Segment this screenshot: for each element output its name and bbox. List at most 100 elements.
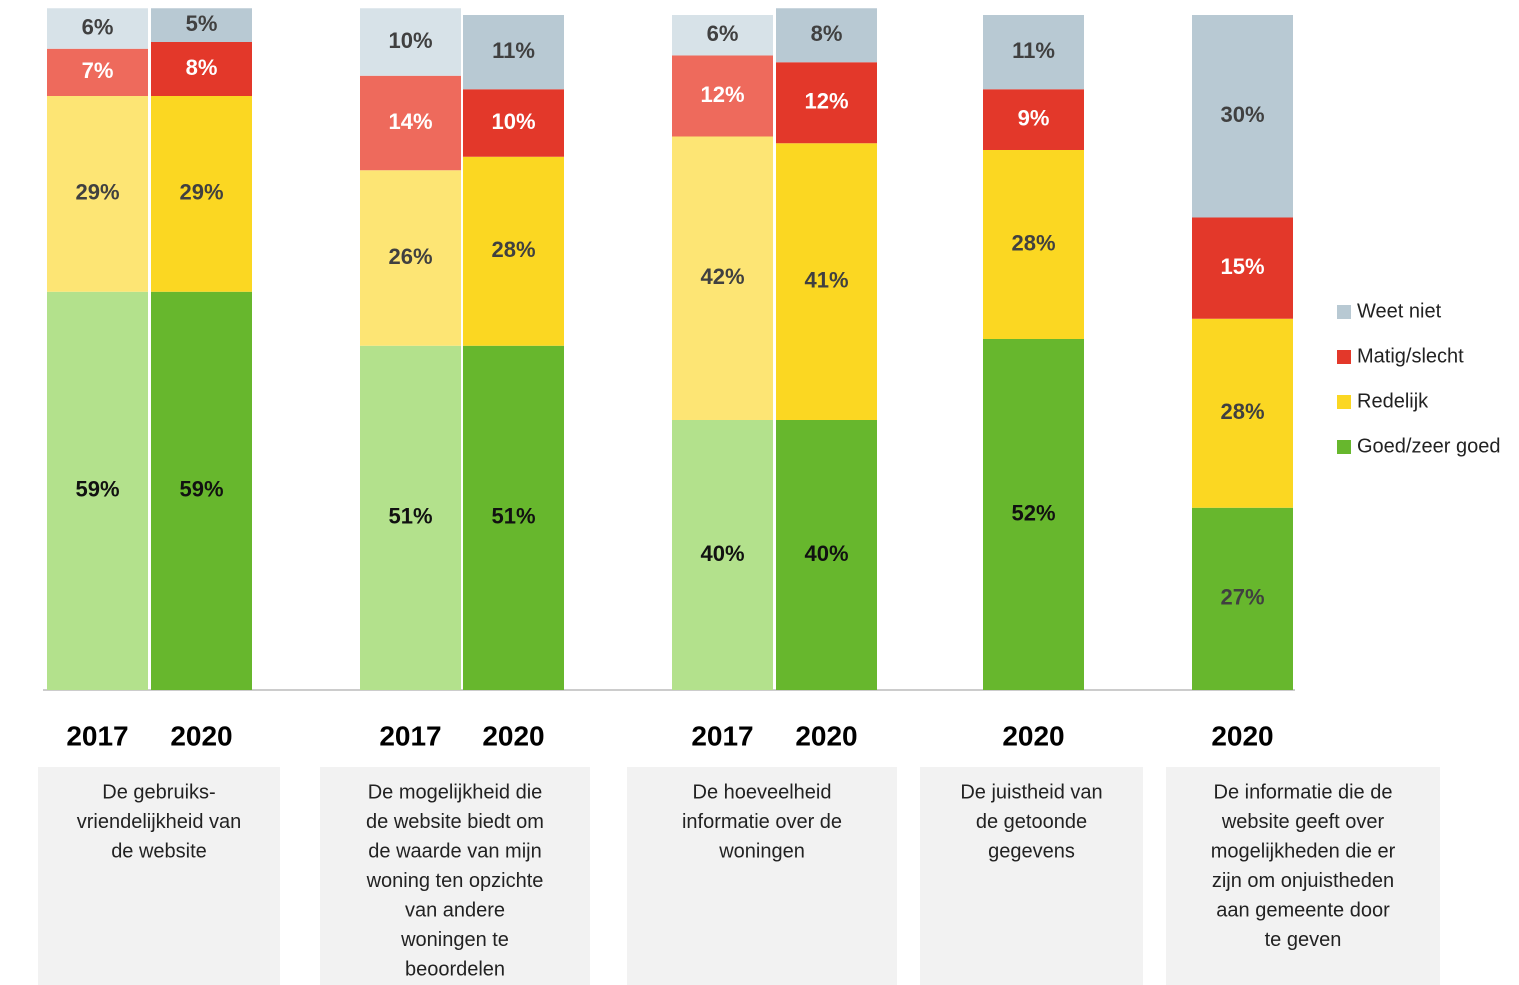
description-line: woningen te: [400, 929, 509, 951]
bar-segment: [463, 345, 564, 690]
bar-segment: [47, 291, 148, 690]
year-label: 2020: [1211, 720, 1273, 751]
description-box: [320, 767, 590, 985]
description-line: De juistheid van: [960, 781, 1102, 803]
segment-label: 10%: [491, 109, 535, 134]
segment-label: 51%: [388, 504, 432, 529]
bar-segment: [463, 156, 564, 346]
bar-segment: [360, 75, 461, 171]
bar-segment: [776, 143, 877, 420]
bar-segment: [776, 420, 877, 690]
segment-label: 9%: [1018, 105, 1050, 130]
segment-label: 26%: [388, 244, 432, 269]
bar-segment: [672, 420, 773, 690]
bar-segment: [1192, 507, 1293, 690]
bar-segment: [360, 170, 461, 346]
segment-label: 59%: [179, 477, 223, 502]
description-box: [38, 767, 280, 985]
description-line: gegevens: [988, 840, 1075, 862]
segment-label: 14%: [388, 109, 432, 134]
description-line: de website biedt om: [366, 811, 544, 833]
bar-segment: [1192, 15, 1293, 218]
description-line: zijn om onjuistheden: [1212, 870, 1394, 892]
year-label: 2017: [691, 720, 753, 751]
legend-label: Redelijk: [1357, 390, 1429, 412]
description-line: vriendelijkheid van: [77, 811, 242, 833]
segment-label: 42%: [700, 264, 744, 289]
bar-segment: [360, 345, 461, 690]
legend-label: Weet niet: [1357, 300, 1442, 322]
year-label: 2020: [482, 720, 544, 751]
bar-segment: [47, 8, 148, 49]
bar-segment: [463, 15, 564, 90]
description-line: aan gemeente door: [1216, 899, 1390, 921]
legend-swatch: [1337, 440, 1351, 454]
description-line: te geven: [1265, 929, 1342, 951]
bar-segment: [47, 96, 148, 292]
segment-label: 11%: [1012, 38, 1055, 63]
bar-segment: [151, 8, 252, 42]
description-line: de getoonde: [976, 811, 1087, 833]
segment-label: 6%: [707, 21, 739, 46]
description-line: de website: [111, 840, 207, 862]
segment-label: 11%: [492, 38, 535, 63]
segment-label: 40%: [804, 541, 848, 566]
year-label: 2020: [170, 720, 232, 751]
bar-segment: [776, 8, 877, 63]
segment-label: 28%: [1220, 399, 1264, 424]
bar-segment: [672, 55, 773, 137]
description-line: de waarde van mijn: [368, 840, 541, 862]
segment-label: 40%: [700, 541, 744, 566]
description-line: mogelijkheden die er: [1211, 840, 1396, 862]
bar-segment: [672, 136, 773, 420]
description-line: De gebruiks-: [102, 781, 215, 803]
bar-segment: [983, 339, 1084, 690]
segment-label: 29%: [75, 180, 119, 205]
bar-segment: [47, 48, 148, 96]
legend-label: Matig/slecht: [1357, 345, 1464, 367]
year-label: 2017: [66, 720, 128, 751]
segment-label: 28%: [491, 237, 535, 262]
legend-swatch: [1337, 305, 1351, 319]
segment-label: 12%: [700, 82, 744, 107]
description-line: De hoeveelheid: [693, 781, 832, 803]
segment-label: 28%: [1011, 230, 1055, 255]
description-line: website geeft over: [1221, 811, 1385, 833]
bar-segment: [463, 89, 564, 157]
segment-label: 7%: [82, 58, 114, 83]
bar-segment: [983, 150, 1084, 339]
bar-segment: [151, 42, 252, 96]
description-box: [1166, 767, 1440, 985]
segment-label: 12%: [804, 89, 848, 114]
bar-segment: [672, 15, 773, 56]
legend-label: Goed/zeer goed: [1357, 435, 1500, 457]
segment-label: 59%: [75, 477, 119, 502]
segment-label: 8%: [811, 21, 843, 46]
bar-segment: [776, 62, 877, 144]
description-line: woningen: [718, 840, 805, 862]
year-label: 2020: [795, 720, 857, 751]
segment-label: 10%: [388, 28, 432, 53]
year-label: 2020: [1002, 720, 1064, 751]
bar-segment: [1192, 318, 1293, 508]
year-label: 2017: [379, 720, 441, 751]
segment-label: 41%: [804, 267, 848, 292]
legend-swatch: [1337, 350, 1351, 364]
segment-label: 51%: [491, 504, 535, 529]
bar-segment: [151, 96, 252, 292]
segment-label: 6%: [82, 14, 114, 39]
bar-segment: [983, 89, 1084, 150]
segment-label: 15%: [1220, 254, 1264, 279]
bar-segment: [1192, 217, 1293, 319]
description-line: van andere: [405, 899, 505, 921]
description-line: woning ten opzichte: [366, 870, 544, 892]
description-line: informatie over de: [682, 811, 842, 833]
segment-label: 52%: [1011, 500, 1055, 525]
segment-label: 5%: [186, 11, 218, 36]
segment-label: 29%: [179, 180, 223, 205]
description-line: beoordelen: [405, 958, 505, 980]
bar-segment: [151, 291, 252, 690]
legend-swatch: [1337, 395, 1351, 409]
segment-label: 27%: [1220, 585, 1264, 610]
